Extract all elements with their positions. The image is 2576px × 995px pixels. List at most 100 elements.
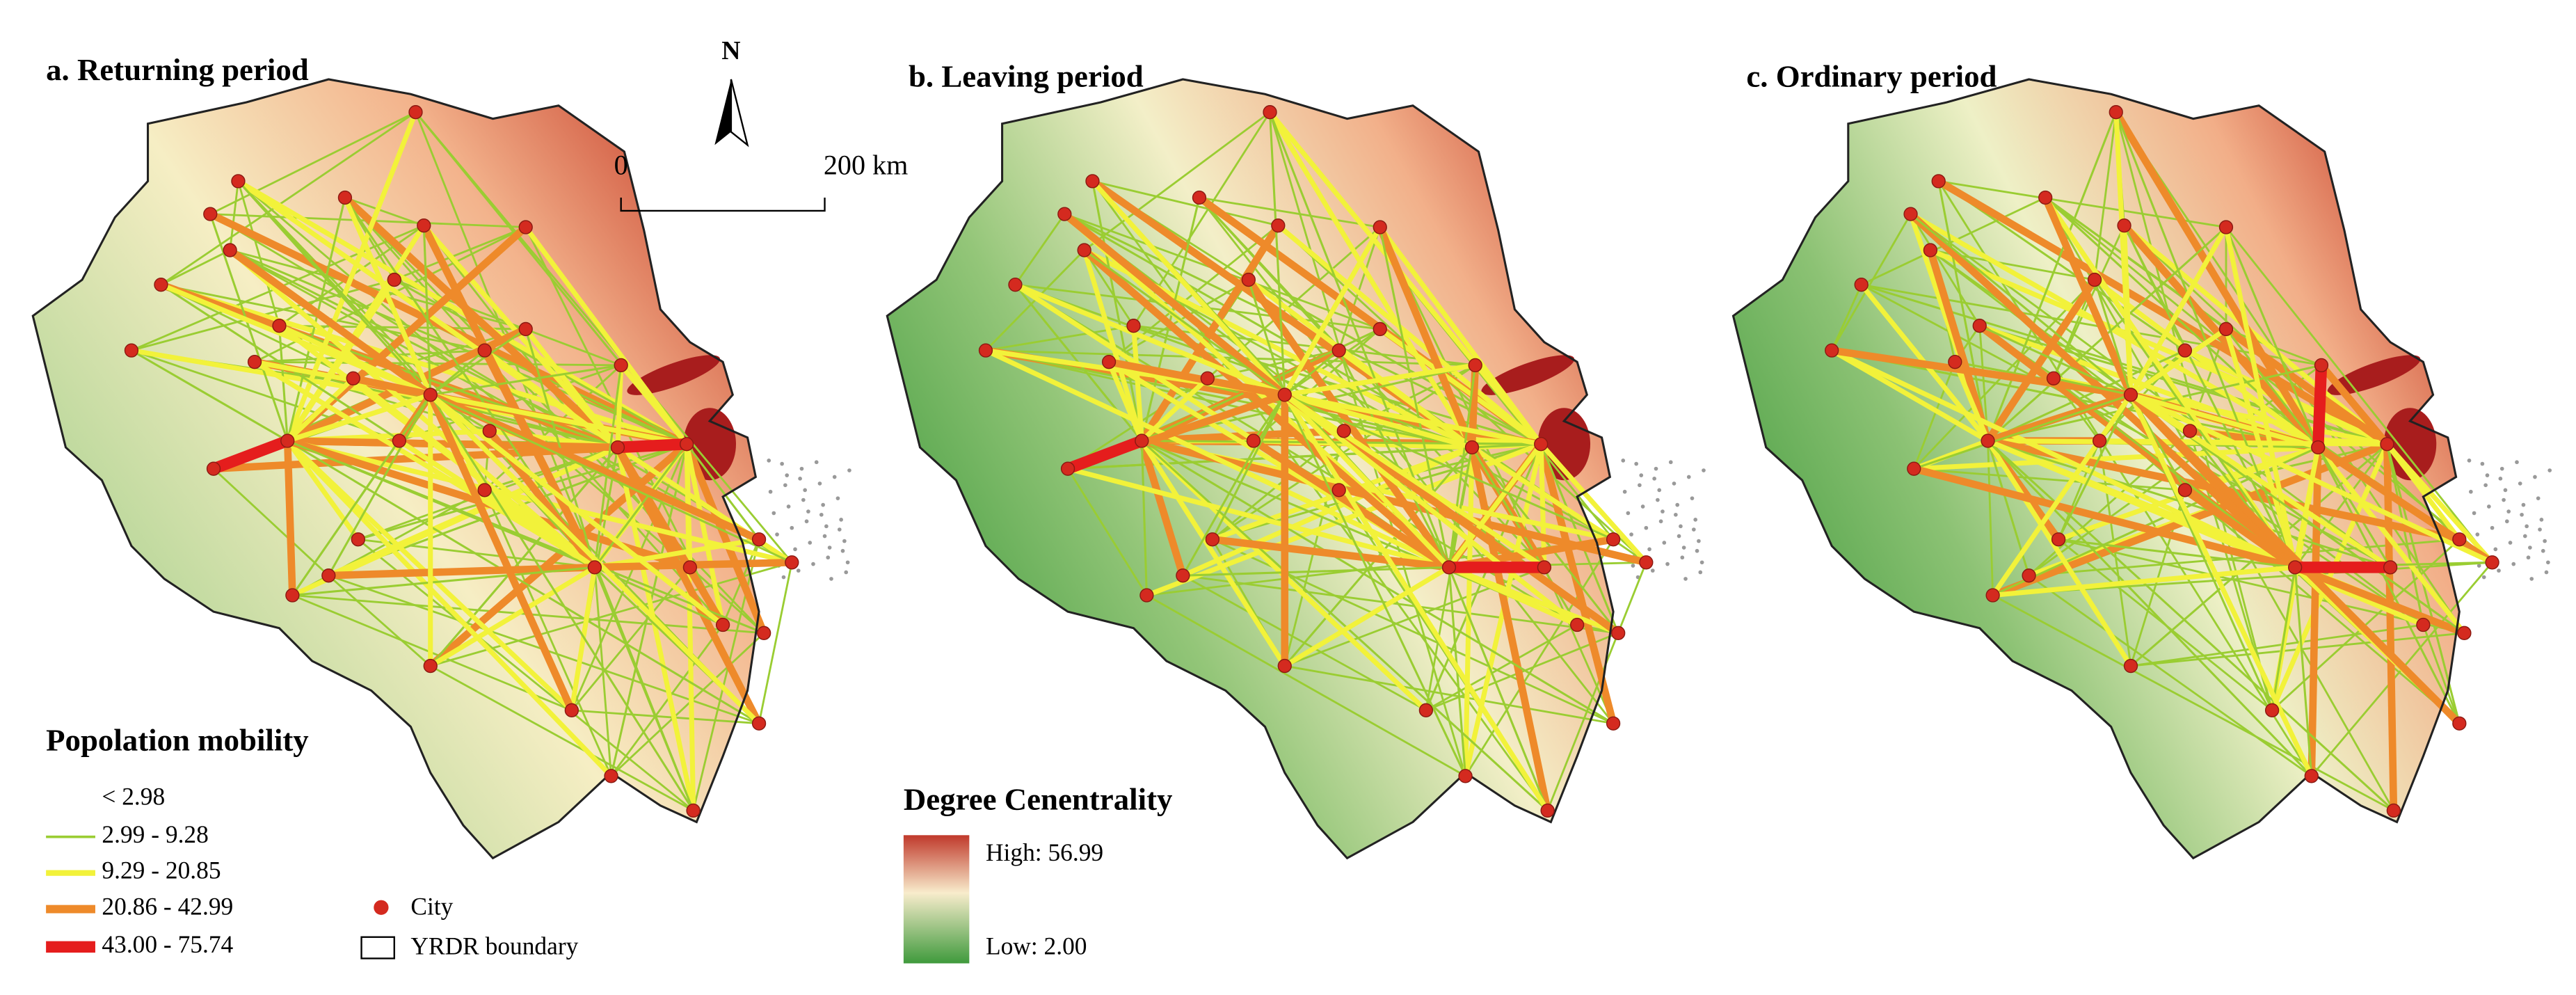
flow-line (1377, 225, 1544, 446)
city (604, 769, 618, 783)
city (1373, 321, 1387, 337)
island-dot (2493, 547, 2498, 552)
city (1008, 278, 1023, 292)
north-arrow-left (714, 79, 731, 145)
island-dot (1640, 504, 1645, 509)
island-dot (2477, 564, 2481, 568)
island-dot (1674, 512, 1678, 517)
city (2485, 555, 2499, 570)
flow-line (1211, 394, 1286, 540)
flow-line (2129, 392, 2392, 570)
flow-line (2058, 538, 2296, 568)
city (154, 278, 168, 292)
island-dot (2529, 577, 2534, 581)
flow-line (484, 349, 687, 445)
city (1985, 588, 2000, 603)
flow-line (1448, 447, 1473, 568)
island-dot (2522, 534, 2527, 539)
city (2288, 560, 2303, 575)
flow-line (2292, 447, 2321, 568)
flow-line (1990, 393, 2133, 597)
city (2022, 568, 2036, 583)
city (1271, 218, 1286, 233)
flow-line (422, 223, 620, 449)
flow-line (209, 111, 417, 215)
island-dot (2503, 488, 2508, 493)
flow-line (429, 392, 761, 726)
flow-line (2028, 575, 2312, 777)
island-dot (1665, 562, 1670, 566)
city (124, 343, 139, 358)
flow-line (614, 445, 726, 627)
city (1373, 220, 1387, 234)
island-dot (1639, 473, 1644, 477)
flow-line (131, 349, 289, 442)
flow-line (1953, 360, 1990, 442)
city (1534, 437, 1549, 452)
flow-line (1830, 284, 1862, 351)
flow-line (1376, 225, 1475, 449)
flow-line (1082, 247, 1452, 571)
flow-line (1283, 392, 1473, 450)
island-dot (826, 555, 831, 560)
flow-line (610, 632, 765, 777)
flow-line (2422, 624, 2461, 724)
flow-line (2129, 327, 2227, 397)
island-dot (785, 473, 790, 477)
island-dot (1681, 546, 1686, 550)
scale-start: 0 (614, 150, 628, 181)
flow-line (429, 565, 596, 669)
flow-line (1284, 392, 1542, 447)
flow-line (1987, 440, 2312, 777)
map-panel (31, 78, 851, 860)
flow-line (2058, 538, 2465, 635)
city (518, 220, 533, 234)
city (351, 532, 365, 547)
flow-line (523, 225, 689, 446)
flow-line (1064, 213, 1473, 449)
flow-line (2294, 564, 2466, 637)
flow-line (1539, 443, 1619, 634)
city (679, 437, 694, 452)
flow-line (2225, 226, 2493, 564)
flow-line (1987, 438, 2296, 570)
flow-line (1337, 348, 1474, 449)
flow-line (1447, 443, 1544, 569)
centrality-ramp (903, 835, 970, 964)
city (2218, 220, 2234, 234)
island-dot (767, 459, 771, 463)
flow-line (1937, 177, 2390, 447)
island-dot (2528, 546, 2532, 550)
flow-line (327, 394, 432, 576)
city (682, 560, 698, 575)
flow-line (1543, 566, 1615, 724)
island-dot (827, 546, 832, 550)
city (321, 568, 336, 583)
island-dot (2502, 498, 2506, 502)
island-dot (2497, 568, 2501, 573)
city (1639, 555, 1654, 570)
flow-line (1212, 535, 1450, 571)
flow-line (429, 391, 761, 543)
city (423, 388, 438, 402)
city (1331, 483, 1346, 498)
flow-line (2294, 567, 2313, 777)
island-dot (2515, 460, 2519, 465)
island-dot (2472, 511, 2477, 516)
island-dot (814, 460, 819, 465)
flow-line (1140, 440, 1148, 596)
city (1569, 617, 1585, 632)
island-dot (2480, 461, 2485, 466)
island-dot (799, 466, 804, 471)
city (387, 272, 401, 287)
flow-line (285, 111, 418, 442)
flow-line (684, 443, 726, 626)
island-dot (844, 570, 849, 575)
flow-line (1987, 440, 2391, 568)
flow-line (1910, 213, 1981, 326)
island-dot (798, 477, 802, 481)
flow-line (227, 247, 433, 398)
flow-line (1183, 574, 1619, 635)
flow-line (2043, 196, 2298, 569)
city (2311, 440, 2326, 455)
